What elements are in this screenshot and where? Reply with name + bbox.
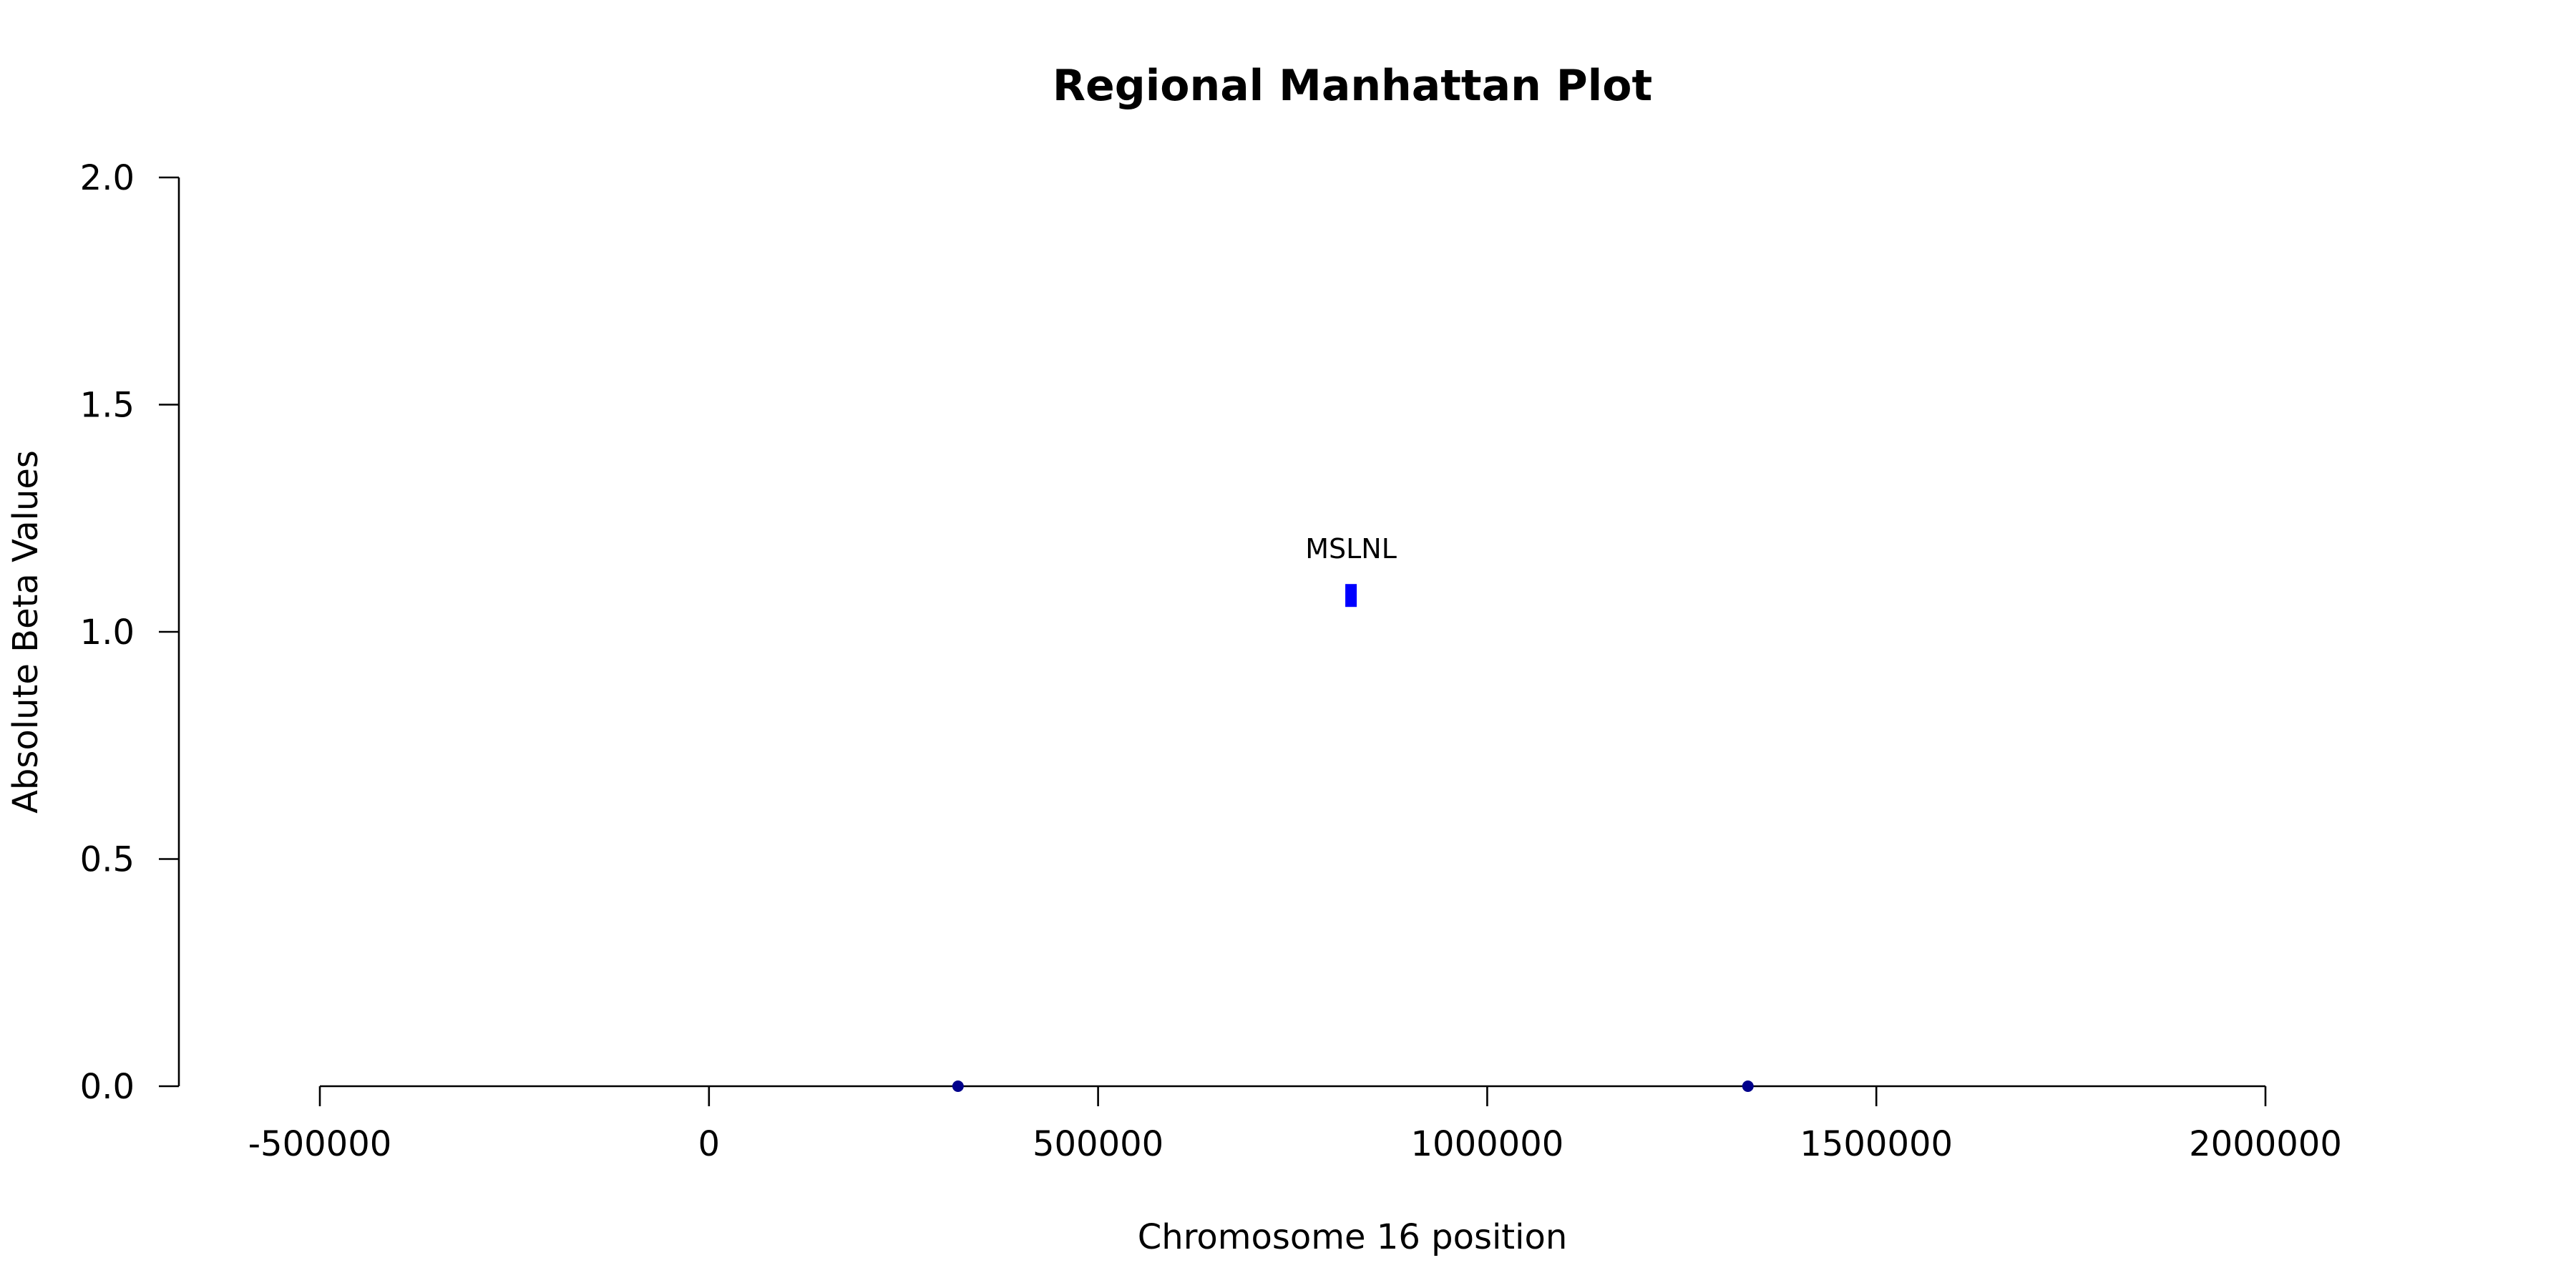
x-tick-label: 2000000 bbox=[2189, 1124, 2342, 1164]
data-point bbox=[1742, 1080, 1754, 1092]
point-label: MSLNL bbox=[1305, 533, 1397, 565]
y-tick-label: 0.0 bbox=[80, 1067, 135, 1107]
x-tick-label: 0 bbox=[698, 1124, 721, 1164]
data-point bbox=[1345, 584, 1357, 608]
y-axis-ticks: 0.0 0.5 1.0 1.5 2.0 bbox=[80, 158, 179, 1107]
x-tick-label: 1500000 bbox=[1800, 1124, 1953, 1164]
y-tick-label: 1.0 bbox=[80, 613, 135, 653]
x-axis-ticks: -500000 0 500000 1000000 1500000 2000000 bbox=[248, 1086, 2342, 1164]
y-axis-label: Absolute Beta Values bbox=[6, 450, 46, 814]
x-axis-label: Chromosome 16 position bbox=[1138, 1217, 1568, 1257]
data-points: MSLNL bbox=[952, 533, 1754, 1092]
data-point bbox=[952, 1080, 964, 1092]
x-tick-label: 500000 bbox=[1033, 1124, 1163, 1164]
chart-title: Regional Manhattan Plot bbox=[1053, 61, 1652, 111]
y-tick-label: 2.0 bbox=[80, 158, 135, 198]
y-tick-label: 1.5 bbox=[80, 386, 135, 426]
y-tick-label: 0.5 bbox=[80, 840, 135, 880]
x-tick-label: 1000000 bbox=[1411, 1124, 1564, 1164]
x-tick-label: -500000 bbox=[248, 1124, 392, 1164]
